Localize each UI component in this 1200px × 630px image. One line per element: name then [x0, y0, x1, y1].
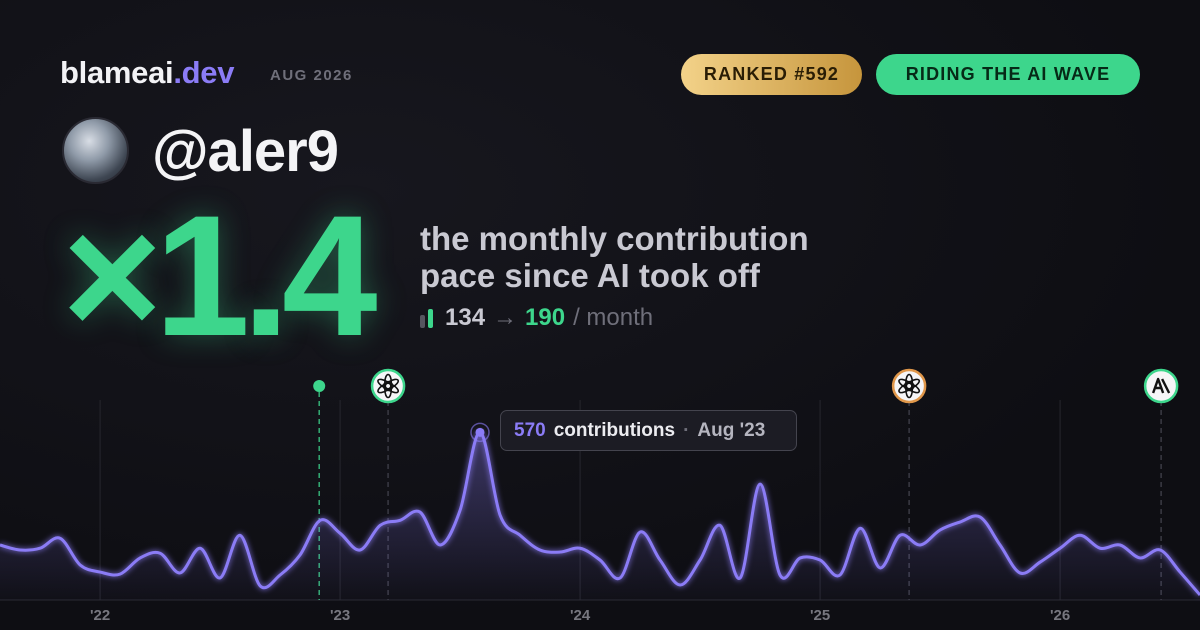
pace-arrow: →	[493, 304, 518, 331]
icon-ring	[370, 368, 406, 404]
pace: 134 → 190 / month	[420, 304, 653, 332]
x-tick-label: '22	[90, 607, 110, 624]
event-icon	[1143, 368, 1179, 404]
period: AUG 2026	[270, 67, 353, 84]
icon-petal	[377, 382, 393, 394]
multiplier: ×1.4	[62, 180, 378, 372]
rank-badge: RANKED #592	[681, 54, 862, 95]
pace-unit: / month	[573, 304, 654, 331]
x-tick-label: '25	[810, 607, 830, 624]
pace-after: 190	[525, 304, 566, 331]
event-dot	[313, 380, 326, 392]
brand-suffix: .dev	[173, 55, 235, 90]
event-icon	[891, 368, 927, 404]
highlight-ring	[470, 422, 490, 443]
icon-ring	[891, 368, 927, 404]
icon-glyph	[1151, 377, 1171, 394]
brand: blameai.dev	[60, 55, 235, 91]
icon-petal	[898, 378, 914, 390]
line	[0, 430, 1200, 596]
status-badge: RIDING THE AI WAVE	[876, 54, 1140, 95]
x-tick-label: '23	[330, 607, 350, 624]
icon-petal	[377, 378, 393, 390]
x-tick-label: '26	[1050, 607, 1070, 624]
tooltip: 570 contributions · Aug '23	[500, 410, 797, 451]
x-tick-label: '24	[570, 607, 591, 624]
tooltip-date: Aug '23	[697, 419, 766, 441]
highlight-dot	[475, 427, 485, 437]
tooltip-value: 570	[514, 419, 546, 441]
icon-petal	[898, 382, 914, 394]
area	[0, 432, 1200, 600]
description: pace since AI took off	[420, 257, 760, 294]
avatar	[62, 117, 129, 184]
handle: @aler9	[152, 119, 339, 184]
pace-before: 134	[445, 304, 486, 331]
tooltip-separator: ·	[683, 419, 690, 441]
description: the monthly contribution	[420, 220, 809, 257]
brand-name: blameai	[60, 55, 174, 90]
tooltip-label: contributions	[553, 419, 676, 441]
event-icon	[370, 368, 406, 404]
pace-icon	[420, 308, 433, 328]
